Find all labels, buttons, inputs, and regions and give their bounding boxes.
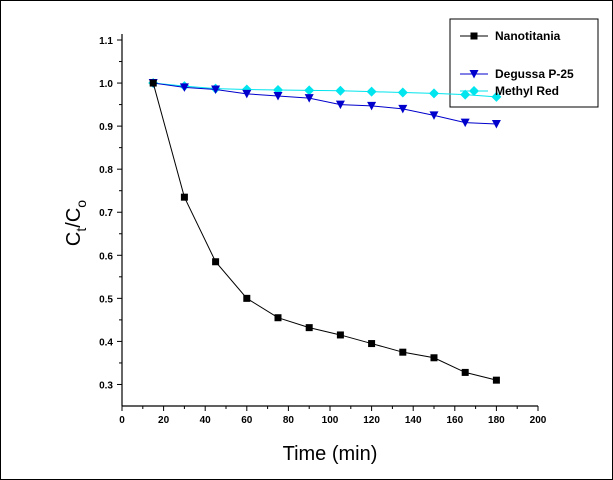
y-axis-label-sub1: t <box>73 228 89 232</box>
series-line-nanotitania <box>152 82 497 381</box>
y-tick-label: 0.5 <box>99 294 113 305</box>
x-tick-label: 140 <box>405 415 422 426</box>
y-axis-label-main: C <box>63 232 85 246</box>
data-point-degussa-p-25 <box>211 85 221 95</box>
data-point-degussa-p-25 <box>179 83 189 92</box>
y-tick-label: 0.6 <box>99 251 113 262</box>
data-point-degussa-p-25 <box>304 94 314 103</box>
y-tick-label: 0.8 <box>99 165 113 176</box>
data-point-degussa-p-25 <box>460 118 470 128</box>
plot-area: 0 20 40 60 80 100 120 140 160 180 200 0.3 0.4 0.5 0.6 0… <box>99 34 547 426</box>
x-tick-label: 80 <box>283 415 295 426</box>
x-tick-label: 120 <box>363 415 380 426</box>
x-tick-label: 40 <box>200 415 212 426</box>
x-tick-label: 60 <box>241 415 253 426</box>
data-point-nanotitania <box>461 368 469 376</box>
data-point-methyl-red <box>397 87 408 98</box>
y-axis-label: Ct/Co <box>63 200 89 246</box>
data-point-nanotitania <box>274 314 282 322</box>
data-point-methyl-red <box>429 88 439 99</box>
legend-marker-degussa-p-25 <box>469 70 479 79</box>
data-point-degussa-p-25 <box>398 104 408 114</box>
series-methyl-red <box>148 78 502 102</box>
y-tick-label: 0.3 <box>99 380 113 391</box>
legend-marker-methyl-red <box>469 86 479 96</box>
x-tick-label: 180 <box>488 415 505 426</box>
legend-label-nanotitania: Nanotitania <box>495 29 561 43</box>
x-tick-label: 200 <box>530 415 547 426</box>
data-point-degussa-p-25 <box>367 101 377 111</box>
data-point-nanotitania <box>149 79 157 87</box>
data-point-nanotitania <box>243 294 251 302</box>
data-point-nanotitania <box>180 193 188 201</box>
data-point-methyl-red <box>491 91 502 102</box>
data-point-degussa-p-25 <box>491 119 501 129</box>
series-line-degussa-p-25 <box>153 82 497 125</box>
data-point-methyl-red <box>335 85 346 96</box>
series-line-methyl-red <box>153 82 497 98</box>
legend-marker-nanotitania <box>470 32 478 40</box>
legend-label-degussa-p-25: Degussa P-25 <box>495 67 574 81</box>
y-tick-label: 1.1 <box>99 36 113 47</box>
y-tick-label: 0.4 <box>99 337 113 348</box>
data-point-nanotitania <box>336 331 344 339</box>
data-point-degussa-p-25 <box>429 111 439 120</box>
data-point-degussa-p-25 <box>273 91 283 101</box>
legend-label-methyl-red: Methyl Red <box>495 84 559 98</box>
data-point-nanotitania <box>430 354 438 362</box>
y-tick-label: 1.0 <box>99 79 113 90</box>
data-point-methyl-red <box>460 89 471 100</box>
data-point-nanotitania <box>399 348 407 356</box>
data-point-methyl-red <box>304 85 315 96</box>
data-point-methyl-red <box>366 86 377 97</box>
y-axis-label-slash: /C <box>63 208 85 228</box>
data-point-nanotitania <box>368 340 376 348</box>
x-tick-label: 20 <box>158 415 170 426</box>
y-tick-label: 0.7 <box>99 208 113 219</box>
x-tick-label: 0 <box>119 415 125 426</box>
x-axis-label: Time (min) <box>283 443 378 465</box>
data-point-nanotitania <box>492 376 500 384</box>
data-point-nanotitania <box>305 324 313 332</box>
y-axis-label-sub2: o <box>73 200 89 208</box>
data-point-nanotitania <box>212 258 220 266</box>
series-degussa-p-25 <box>148 79 501 129</box>
series-nanotitania <box>149 79 500 384</box>
legend-entries: Nanotitania Degussa P-25 Methyl Red <box>460 29 574 98</box>
data-point-degussa-p-25 <box>242 89 252 99</box>
data-point-degussa-p-25 <box>335 100 345 110</box>
y-tick-label: 0.9 <box>99 122 113 133</box>
x-tick-label: 100 <box>322 415 339 426</box>
x-tick-label: 160 <box>446 415 463 426</box>
